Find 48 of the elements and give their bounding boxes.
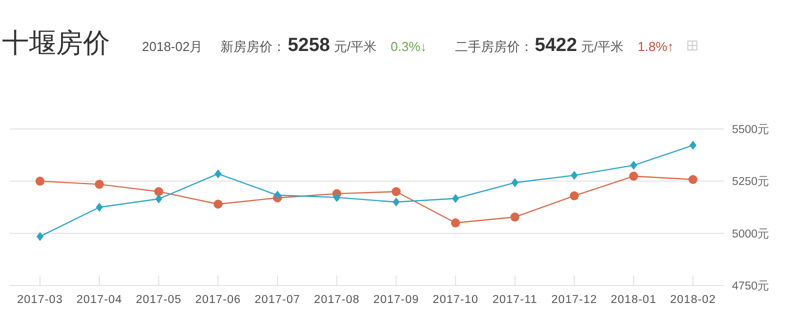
xtick: 2017-05 bbox=[136, 294, 182, 306]
point bbox=[214, 169, 222, 178]
xtick: 2018-01 bbox=[610, 294, 656, 306]
point bbox=[690, 140, 696, 150]
annotation: 元/平米 bbox=[581, 39, 624, 54]
xtick: 2017-11 bbox=[492, 294, 538, 306]
point bbox=[570, 191, 579, 200]
annotation: 元/平米 bbox=[334, 39, 377, 54]
point bbox=[94, 180, 104, 189]
point bbox=[36, 232, 44, 241]
point bbox=[630, 160, 638, 170]
ytick: 5500元 bbox=[732, 124, 770, 136]
annotation: 1.8%↑ bbox=[638, 39, 674, 54]
point bbox=[570, 170, 578, 180]
point bbox=[274, 190, 281, 200]
point bbox=[688, 174, 698, 184]
title: 十堰房价 bbox=[2, 28, 110, 58]
annotation: 5422 bbox=[534, 35, 578, 56]
point bbox=[392, 187, 401, 196]
xtick: 2017-03 bbox=[17, 294, 63, 306]
xtick: 2017-07 bbox=[254, 294, 300, 306]
annotation: 二手房房价： bbox=[454, 39, 533, 54]
xtick: 2017-09 bbox=[373, 294, 420, 306]
xtick: 2017-10 bbox=[432, 294, 478, 306]
point bbox=[36, 176, 44, 186]
point bbox=[154, 187, 164, 196]
annotation: 0.3%↓ bbox=[390, 39, 427, 54]
point bbox=[510, 212, 520, 222]
annotation: 2018-02月 bbox=[142, 39, 203, 54]
ytick: 5000元 bbox=[732, 228, 770, 240]
point bbox=[452, 194, 460, 203]
xtick: 2017-08 bbox=[314, 294, 360, 306]
point bbox=[155, 194, 162, 204]
point bbox=[392, 198, 400, 207]
point bbox=[333, 192, 340, 202]
xtick: 2017-04 bbox=[76, 294, 122, 306]
point bbox=[214, 200, 223, 209]
xtick: 2017-12 bbox=[551, 294, 598, 306]
xtick: 2017-06 bbox=[195, 294, 241, 306]
ytick: 4750元 bbox=[732, 280, 770, 292]
point bbox=[451, 218, 460, 228]
ytick: 5250元 bbox=[732, 176, 770, 188]
xtick: 2018-02 bbox=[670, 294, 716, 306]
point bbox=[511, 178, 518, 188]
point bbox=[96, 202, 103, 212]
point bbox=[629, 172, 638, 181]
annotation: 5258 bbox=[288, 35, 330, 56]
annotation: 新房房价： bbox=[220, 39, 286, 54]
